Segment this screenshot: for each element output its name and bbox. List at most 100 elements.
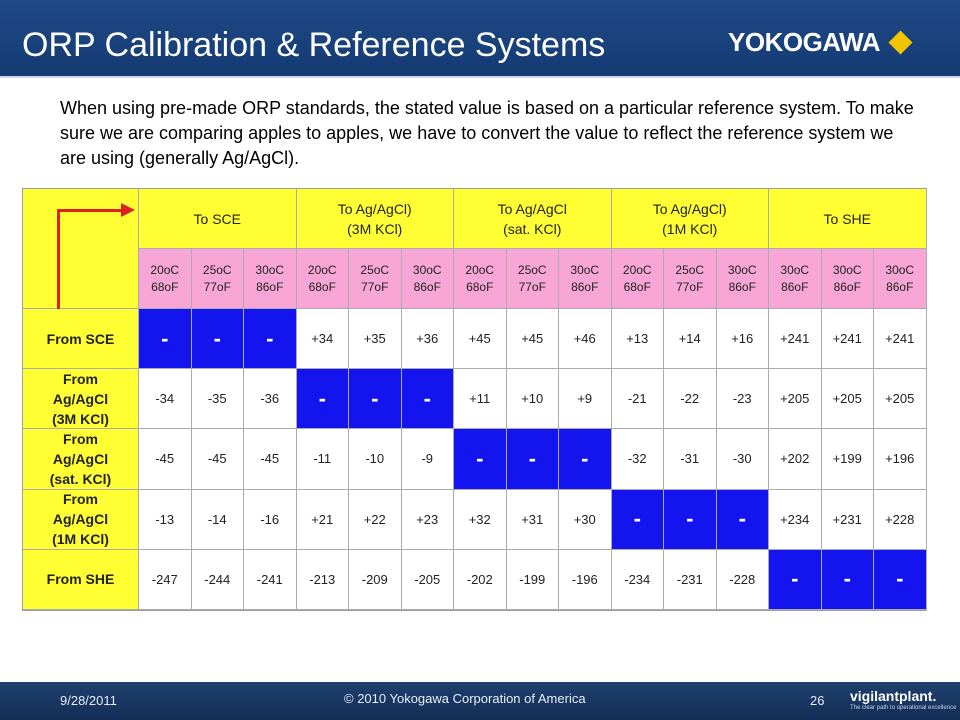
row-header: From Ag/AgCl (sat. KCl) bbox=[23, 429, 139, 490]
temperature-header: 30oC 86oF bbox=[244, 249, 297, 309]
table-cell: -244 bbox=[191, 549, 244, 610]
row-header: From Ag/AgCl (1M KCl) bbox=[23, 489, 139, 550]
table-cell: -199 bbox=[506, 549, 559, 610]
footer-tagline: The clear path to operational excellence bbox=[850, 705, 957, 711]
table-cell: -196 bbox=[559, 549, 612, 610]
table-cell: -21 bbox=[611, 369, 664, 430]
table-cell: +11 bbox=[454, 369, 507, 430]
temperature-header: 25oC 77oF bbox=[191, 249, 244, 309]
table-cell: -209 bbox=[349, 549, 402, 610]
slide-title: ORP Calibration & Reference Systems bbox=[22, 26, 606, 64]
column-group-header: To Ag/AgCl) (1M KCl) bbox=[611, 189, 769, 249]
table-cell: +199 bbox=[821, 429, 874, 490]
temperature-header: 20oC 68oF bbox=[139, 249, 192, 309]
table-cell: +234 bbox=[769, 489, 822, 550]
table-cell: +31 bbox=[506, 489, 559, 550]
diagonal-cell: - bbox=[664, 489, 717, 550]
table-cell: -30 bbox=[716, 429, 769, 490]
column-group-header: To SCE bbox=[139, 189, 297, 249]
temperature-header: 30oC 86oF bbox=[716, 249, 769, 309]
row-header: From SHE bbox=[23, 549, 139, 610]
diagonal-cell: - bbox=[874, 549, 927, 610]
footer-date: 9/28/2011 bbox=[60, 693, 117, 708]
row-header: From SCE bbox=[23, 309, 139, 370]
table-cell: -247 bbox=[139, 549, 192, 610]
logo-text: YOKOGAWA bbox=[728, 26, 881, 57]
table-cell: +196 bbox=[874, 429, 927, 490]
table-cell: -13 bbox=[139, 489, 192, 550]
table-cell: -11 bbox=[296, 429, 349, 490]
table-cell: -205 bbox=[401, 549, 454, 610]
diagonal-cell: - bbox=[559, 429, 612, 490]
header-divider bbox=[0, 76, 960, 78]
table-cell: -36 bbox=[244, 369, 297, 430]
diagonal-cell: - bbox=[506, 429, 559, 490]
table-cell: +9 bbox=[559, 369, 612, 430]
table-cell: +30 bbox=[559, 489, 612, 550]
table-cell: +10 bbox=[506, 369, 559, 430]
yellow-diamond-icon bbox=[888, 29, 913, 55]
diagonal-cell: - bbox=[139, 309, 192, 370]
table-cell: +241 bbox=[874, 309, 927, 370]
orp-conversion-table: - - - -228 -231 -234 -196 -199 -202 -205 -209 -213-… bbox=[22, 188, 927, 611]
table-cell: +16 bbox=[716, 309, 769, 370]
table-cell: -234 bbox=[611, 549, 664, 610]
table-cell: -35 bbox=[191, 369, 244, 430]
temperature-header: 25oC 77oF bbox=[664, 249, 717, 309]
row-header: From Ag/AgCl (3M KCl) bbox=[23, 369, 139, 430]
table-cell: -45 bbox=[139, 429, 192, 490]
diagonal-cell: - bbox=[401, 369, 454, 430]
table-cell: +45 bbox=[506, 309, 559, 370]
diagonal-cell: - bbox=[716, 489, 769, 550]
table-cell: +46 bbox=[559, 309, 612, 370]
table-cell: -10 bbox=[349, 429, 402, 490]
diagonal-cell: - bbox=[821, 549, 874, 610]
table-cell: +45 bbox=[454, 309, 507, 370]
page-number: 26 bbox=[810, 693, 825, 708]
table-cell: +205 bbox=[769, 369, 822, 430]
table-cell: +36 bbox=[401, 309, 454, 370]
table-cell: +35 bbox=[349, 309, 402, 370]
temperature-header: 20oC 68oF bbox=[611, 249, 664, 309]
table-cell: +202 bbox=[769, 429, 822, 490]
diagonal-cell: - bbox=[611, 489, 664, 550]
table-cell: -34 bbox=[139, 369, 192, 430]
diagonal-cell: - bbox=[191, 309, 244, 370]
table-cell: -202 bbox=[454, 549, 507, 610]
temperature-header: 30oC 86oF bbox=[821, 249, 874, 309]
table-cell: -228 bbox=[716, 549, 769, 610]
footer-copyright: © 2010 Yokogawa Corporation of America bbox=[344, 691, 586, 706]
slide-footer: 9/28/2011 © 2010 Yokogawa Corporation of… bbox=[0, 682, 960, 720]
diagonal-cell: - bbox=[244, 309, 297, 370]
temperature-header: 30oC 86oF bbox=[559, 249, 612, 309]
table-cell: -14 bbox=[191, 489, 244, 550]
column-group-header: To SHE bbox=[769, 189, 927, 249]
temperature-header: 20oC 68oF bbox=[296, 249, 349, 309]
diagonal-cell: - bbox=[454, 429, 507, 490]
red-arrow-head bbox=[121, 203, 135, 217]
table-cell: +205 bbox=[874, 369, 927, 430]
table-cell: -45 bbox=[191, 429, 244, 490]
column-group-header: To Ag/AgCl (sat. KCl) bbox=[454, 189, 612, 249]
table-cell: -23 bbox=[716, 369, 769, 430]
table-cell: -213 bbox=[296, 549, 349, 610]
table-cell: +13 bbox=[611, 309, 664, 370]
table-cell: -16 bbox=[244, 489, 297, 550]
table-cell: -231 bbox=[664, 549, 717, 610]
diagonal-cell: - bbox=[769, 549, 822, 610]
temperature-header: 30oC 86oF bbox=[769, 249, 822, 309]
table-cell: -32 bbox=[611, 429, 664, 490]
diagonal-cell: - bbox=[349, 369, 402, 430]
table-cell: +205 bbox=[821, 369, 874, 430]
table-cell: -22 bbox=[664, 369, 717, 430]
temperature-header: 25oC 77oF bbox=[349, 249, 402, 309]
table-cell: +21 bbox=[296, 489, 349, 550]
diagonal-cell: - bbox=[296, 369, 349, 430]
table-cell: +14 bbox=[664, 309, 717, 370]
red-arrow-stem bbox=[57, 211, 60, 309]
yokogawa-logo: YOKOGAWA bbox=[728, 24, 913, 60]
table-cell: +34 bbox=[296, 309, 349, 370]
table-cell: +32 bbox=[454, 489, 507, 550]
table-cell: +23 bbox=[401, 489, 454, 550]
temperature-header: 30oC 86oF bbox=[401, 249, 454, 309]
